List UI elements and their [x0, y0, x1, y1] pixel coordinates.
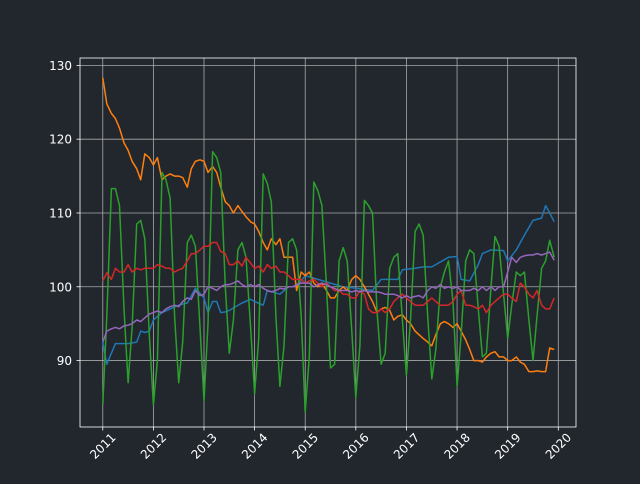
series-line-3	[102, 150, 555, 413]
y-tick-label: 120	[49, 133, 72, 147]
y-tick-label: 110	[49, 206, 72, 220]
y-tick-label: 100	[49, 280, 72, 294]
grid-lines	[80, 58, 576, 427]
axes-frame	[79, 57, 577, 428]
y-tick-label: 90	[57, 354, 72, 368]
y-axis: 90 100 110 120 130	[49, 59, 80, 368]
series-lines	[102, 77, 555, 413]
series-line-2	[102, 77, 555, 373]
series-line-5	[102, 251, 555, 343]
y-tick-label: 130	[49, 59, 72, 73]
